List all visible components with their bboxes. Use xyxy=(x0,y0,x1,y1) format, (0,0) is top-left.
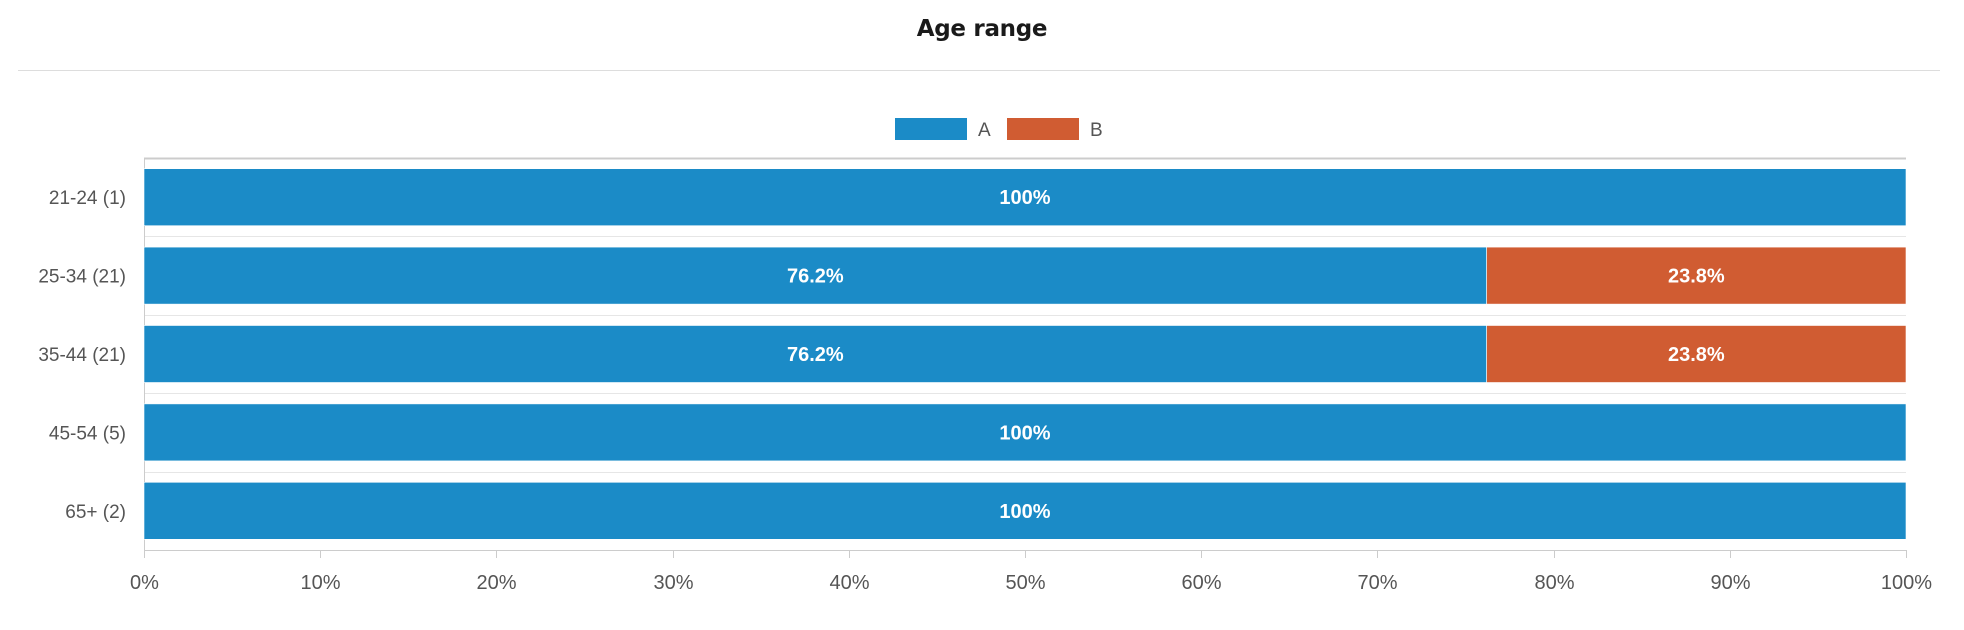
legend-label-b: B xyxy=(1090,120,1103,141)
x-tick-label: 10% xyxy=(300,572,340,594)
x-tick-label: 80% xyxy=(1534,572,1574,594)
bar-data-label: 100% xyxy=(999,422,1050,444)
bar-data-label: 23.8% xyxy=(1668,344,1725,366)
bar-a xyxy=(143,168,1907,226)
category-label: 21-24 (1) xyxy=(49,188,126,209)
x-tick-label: 100% xyxy=(1881,572,1932,594)
x-tick-label: 90% xyxy=(1710,572,1750,594)
bar-data-label: 100% xyxy=(999,187,1050,209)
title-divider xyxy=(18,70,1940,71)
x-tick-label: 50% xyxy=(1005,572,1045,594)
legend-swatch-a xyxy=(895,118,967,140)
x-tick-label: 70% xyxy=(1357,572,1397,594)
category-label: 45-54 (5) xyxy=(49,423,126,444)
x-tick-label: 40% xyxy=(829,572,869,594)
bar-data-label: 100% xyxy=(999,501,1050,523)
bar-a xyxy=(143,481,1907,540)
bar-data-label: 23.8% xyxy=(1668,266,1725,288)
bar-data-label: 76.2% xyxy=(787,266,844,288)
legend-label-a: A xyxy=(978,120,991,141)
bar-a xyxy=(143,246,1487,305)
x-tick-label: 20% xyxy=(476,572,516,594)
x-tick-label: 60% xyxy=(1181,572,1221,594)
chart-title: Age range xyxy=(916,16,1048,42)
bar-data-label: 76.2% xyxy=(787,344,844,366)
legend-swatch-b xyxy=(1007,118,1079,140)
category-label: 35-44 (21) xyxy=(38,345,126,366)
bar-b xyxy=(1486,246,1907,305)
category-label: 25-34 (21) xyxy=(38,267,126,288)
x-tick-label: 0% xyxy=(130,572,159,594)
bar-a xyxy=(143,403,1907,462)
bar-b xyxy=(1486,325,1907,383)
category-label: 65+ (2) xyxy=(65,502,126,523)
x-tick-label: 30% xyxy=(653,572,693,594)
